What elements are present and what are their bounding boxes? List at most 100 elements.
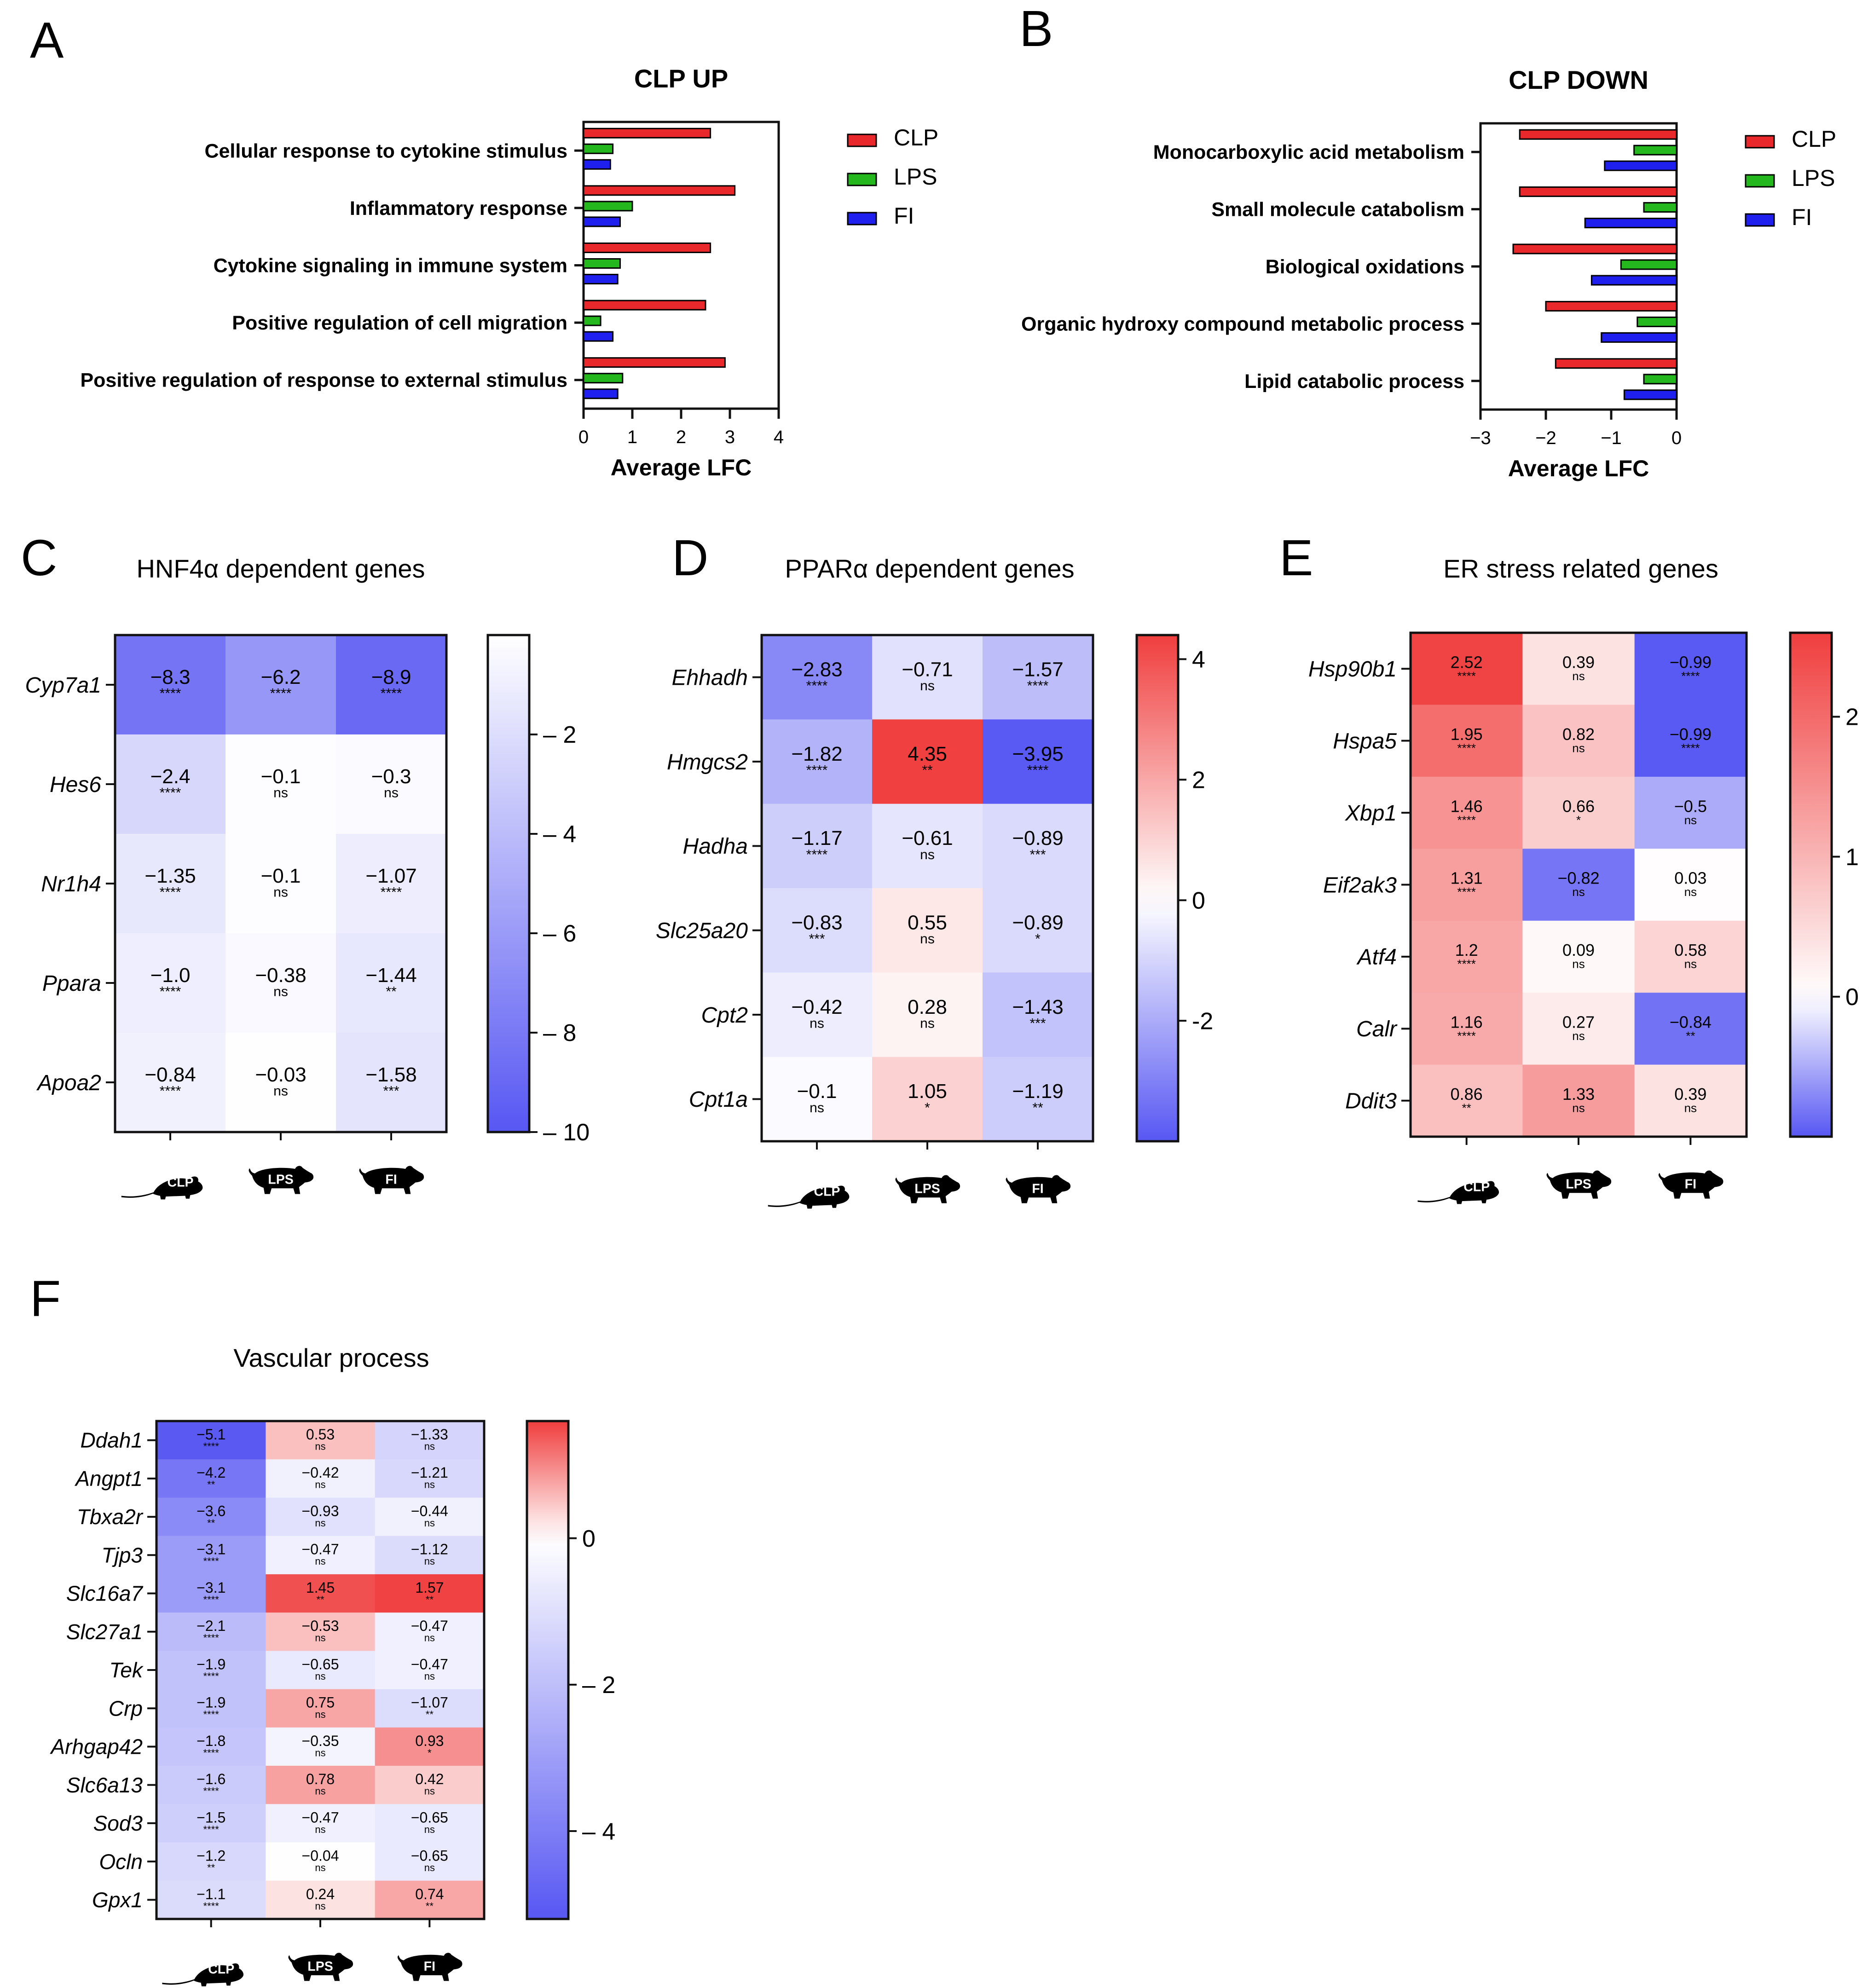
x-tick-label: 2: [676, 427, 686, 447]
heatmap-cell: [983, 719, 1093, 804]
heatmap-cell: [872, 803, 983, 889]
colorbar-tick-label: 4: [1192, 647, 1205, 673]
heatmap-cell: [336, 734, 447, 834]
cell-value: −8.9: [371, 666, 411, 688]
cell-significance: ****: [160, 984, 181, 1000]
category-label: Cytokine signaling in immune system: [214, 255, 567, 277]
cell-significance: ****: [203, 1824, 220, 1835]
heatmap-cell: [266, 1880, 376, 1919]
heatmap-cell: [336, 834, 447, 934]
cell-significance: ****: [806, 678, 828, 693]
cell-value: −0.71: [902, 658, 953, 681]
row-label: Sod3: [93, 1811, 143, 1835]
bar-lps: [1643, 374, 1677, 385]
cell-value: −0.53: [302, 1618, 339, 1634]
heatmap-cell: [156, 1459, 266, 1498]
cell-value: −1.07: [365, 865, 416, 887]
cell-significance: ****: [1027, 678, 1049, 693]
bar-fi: [1601, 332, 1677, 343]
colorbar-tick-label: – 4: [582, 1818, 615, 1845]
animal-label: LPS: [914, 1181, 940, 1196]
row-label: Ddah1: [80, 1428, 143, 1452]
heatmap-cell: [375, 1804, 485, 1843]
heatmap-cell: [375, 1497, 485, 1537]
cell-value: −0.84: [1670, 1013, 1712, 1032]
cell-significance: ****: [1457, 1029, 1475, 1043]
panel-label-f: F: [30, 1271, 61, 1327]
heatmap-cell: [156, 1689, 266, 1728]
heatmap-cell: [1411, 920, 1523, 993]
heatmap-cell: [266, 1651, 376, 1690]
cell-value: 0.42: [415, 1771, 444, 1787]
cell-significance: ns: [810, 1100, 824, 1115]
bar-fi: [583, 159, 611, 170]
bar-lps: [583, 143, 614, 154]
cell-significance: ns: [273, 1084, 288, 1099]
cell-significance: **: [426, 1594, 434, 1605]
legend-label: CLP: [894, 125, 938, 150]
cell-significance: ns: [424, 1824, 435, 1835]
cell-value: −0.65: [411, 1848, 448, 1864]
x-tick-label: −3: [1470, 428, 1491, 448]
cell-value: 2.52: [1451, 653, 1483, 671]
heatmap-cell: [1522, 1064, 1635, 1137]
animal-label: CLP: [208, 1962, 234, 1976]
cell-significance: ns: [315, 1479, 325, 1491]
heatmap-cell: [115, 635, 226, 735]
heatmap-cell: [115, 933, 226, 1033]
panel-labels: A B C D E F: [21, 0, 1313, 1327]
panel-c-heatmap: HNF4α dependent genes−8.3****−6.2****−8.…: [25, 554, 590, 1200]
cell-significance: ns: [920, 847, 935, 862]
cell-value: −1.57: [1012, 658, 1063, 681]
row-label: Slc27a1: [66, 1620, 143, 1644]
bar-clp: [1519, 186, 1677, 197]
chart-title: CLP DOWN: [1509, 65, 1648, 94]
category-label: Small molecule catabolism: [1211, 199, 1464, 221]
cell-value: −2.83: [791, 658, 842, 681]
cell-significance: ns: [424, 1479, 435, 1491]
bar-fi: [583, 216, 621, 227]
cell-significance: ns: [315, 1786, 325, 1797]
cell-significance: ***: [1029, 847, 1046, 862]
bar-clp: [1555, 358, 1677, 369]
category-label: Cellular response to cytokine stimulus: [204, 140, 567, 162]
colorbar-tick-label: 1: [1845, 844, 1859, 871]
cell-value: −2.1: [197, 1618, 226, 1634]
cell-value: 1.46: [1451, 797, 1483, 815]
cell-value: 0.78: [306, 1771, 335, 1787]
cell-significance: ns: [1572, 669, 1585, 683]
heatmap-cell: [1634, 920, 1747, 993]
row-label: Hes6: [50, 773, 101, 797]
cell-value: 0.09: [1562, 941, 1595, 959]
colorbar-tick-label: – 10: [543, 1119, 590, 1146]
bar-lps: [583, 373, 624, 384]
cell-value: −1.19: [1012, 1080, 1063, 1103]
cell-value: −0.93: [302, 1503, 339, 1519]
cell-significance: ns: [920, 678, 935, 693]
cell-value: −1.1: [197, 1886, 226, 1902]
heatmap-cell: [762, 635, 873, 720]
cell-value: −0.99: [1670, 653, 1712, 671]
cell-significance: **: [1032, 1100, 1043, 1115]
colorbar-tick-label: – 2: [582, 1672, 615, 1699]
chart-title: Vascular process: [233, 1343, 429, 1372]
colorbar: [526, 1420, 570, 1920]
colorbar: [1789, 631, 1833, 1138]
row-label: Tjp3: [102, 1543, 143, 1567]
heatmap-cell: [156, 1574, 266, 1613]
heatmap-cell: [156, 1536, 266, 1575]
heatmap-cell: [1411, 776, 1523, 849]
bar-lps: [1643, 202, 1677, 213]
chart-title: ER stress related genes: [1443, 554, 1718, 583]
row-label: Ehhadh: [672, 665, 748, 690]
cell-significance: ns: [315, 1632, 325, 1644]
cell-value: −1.2: [197, 1848, 226, 1864]
chart-title: PPARα dependent genes: [785, 554, 1074, 583]
heatmap-cell: [872, 1057, 983, 1142]
heatmap-cell: [375, 1651, 485, 1690]
cell-value: −0.44: [411, 1503, 448, 1519]
category-label: Monocarboxylic acid metabolism: [1153, 141, 1464, 163]
heatmap-cell: [266, 1727, 376, 1766]
animal-label: CLP: [814, 1184, 840, 1199]
